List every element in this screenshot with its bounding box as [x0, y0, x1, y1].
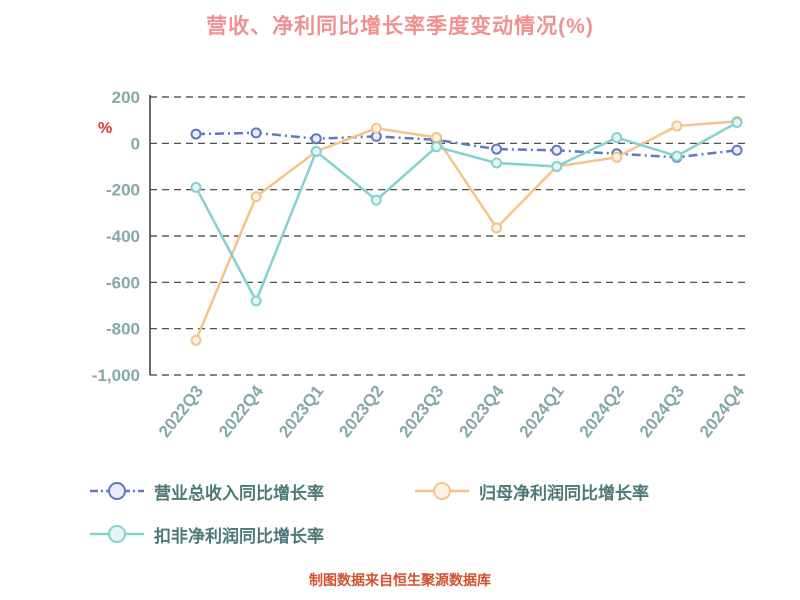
- y-tick-label: 200: [112, 88, 140, 107]
- legend-marker-icon: [415, 482, 469, 500]
- data-point-marker: [250, 191, 262, 203]
- data-point-marker: [190, 181, 202, 193]
- x-tick-label: 2022Q4: [215, 381, 268, 441]
- x-tick-label: 2023Q4: [455, 381, 508, 441]
- data-point-marker: [190, 128, 202, 140]
- data-point-marker: [430, 141, 442, 153]
- data-point-marker: [370, 194, 382, 206]
- x-tick-label: 2023Q2: [335, 382, 387, 441]
- data-point-marker: [611, 132, 623, 144]
- x-tick-label: 2024Q2: [576, 382, 628, 441]
- data-point-marker: [671, 150, 683, 162]
- series-line: [194, 121, 738, 303]
- data-point-marker: [491, 157, 503, 169]
- y-tick-label: -1,000: [92, 366, 140, 385]
- series-line: [195, 131, 738, 159]
- legend-label: 营业总收入同比增长率: [154, 483, 324, 503]
- y-tick-label: 0: [131, 134, 140, 153]
- legend-label: 归母净利润同比增长率: [479, 483, 649, 503]
- y-tick-label: -800: [106, 320, 140, 339]
- legend-label: 扣非净利润同比增长率: [154, 526, 324, 546]
- x-tick-label: 2022Q3: [155, 382, 207, 441]
- data-point-marker: [491, 222, 503, 234]
- legend-item[interactable]: 归母净利润同比增长率: [413, 478, 649, 504]
- y-tick-label: -200: [106, 181, 140, 200]
- data-point-marker: [731, 144, 743, 156]
- data-point-marker: [310, 133, 322, 145]
- x-tick-label: 2023Q3: [395, 382, 447, 441]
- y-axis-unit-label: %: [98, 120, 113, 137]
- series-line: [194, 120, 738, 341]
- data-point-marker: [430, 132, 442, 144]
- x-tick-label: 2024Q3: [636, 382, 688, 441]
- y-tick-label: -600: [106, 273, 140, 292]
- data-point-marker: [551, 144, 563, 156]
- legend-item[interactable]: 扣非净利润同比增长率: [88, 521, 324, 547]
- chart-title: 营收、净利同比增长率季度变动情况(%): [206, 15, 594, 38]
- data-point-marker: [190, 334, 202, 346]
- data-point-marker: [611, 151, 623, 163]
- x-tick-label: 2024Q4: [696, 381, 749, 441]
- x-tick-label: 2023Q1: [275, 382, 327, 441]
- data-source-note: 制图数据来自恒生聚源数据库: [309, 572, 491, 588]
- data-point-marker: [370, 122, 382, 134]
- x-tick-label: 2024Q1: [516, 382, 568, 441]
- legend-item[interactable]: 营业总收入同比增长率: [88, 478, 324, 504]
- legend-circle: [433, 482, 451, 500]
- legend-marker-icon: [90, 482, 144, 500]
- legend-circle: [108, 525, 126, 543]
- data-point-marker: [491, 143, 503, 155]
- legend-circle: [108, 482, 126, 500]
- data-point-marker: [671, 120, 683, 132]
- legend-marker-icon: [90, 525, 144, 543]
- data-point-marker: [250, 127, 262, 139]
- data-point-marker: [551, 161, 563, 172]
- y-tick-label: -400: [106, 227, 140, 246]
- data-point-marker: [310, 145, 322, 157]
- data-point-marker: [731, 116, 743, 128]
- data-point-marker: [250, 295, 262, 307]
